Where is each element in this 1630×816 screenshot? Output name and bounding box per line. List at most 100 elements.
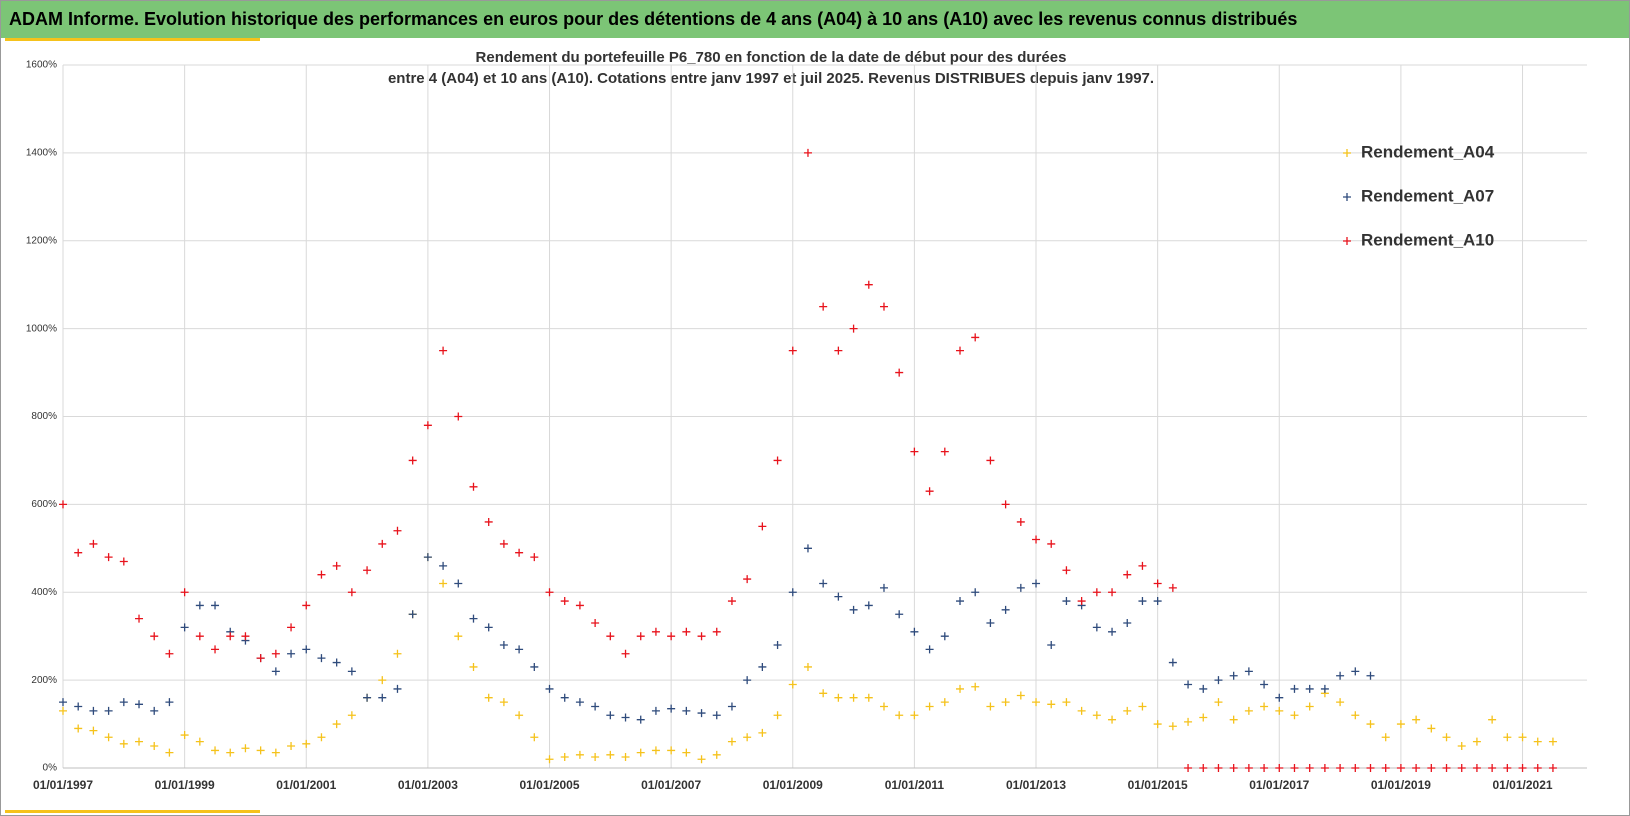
point — [1412, 764, 1421, 772]
y-tick-label: 1200% — [26, 235, 57, 246]
point — [910, 447, 919, 456]
point — [302, 645, 311, 654]
point — [636, 715, 645, 724]
point — [165, 748, 174, 757]
point — [1168, 583, 1177, 592]
point — [1123, 619, 1132, 628]
point — [1032, 579, 1041, 588]
point — [1092, 623, 1101, 632]
point — [226, 748, 235, 757]
point — [256, 654, 265, 663]
point — [1457, 764, 1466, 772]
point — [1472, 737, 1481, 746]
point — [940, 447, 949, 456]
point — [940, 632, 949, 641]
point — [211, 601, 220, 610]
point — [1260, 680, 1269, 689]
point — [1108, 715, 1117, 724]
point — [150, 632, 159, 641]
point — [515, 711, 524, 720]
point — [195, 601, 204, 610]
point — [135, 700, 144, 709]
point — [925, 487, 934, 496]
point — [1305, 684, 1314, 693]
point — [606, 711, 615, 720]
point — [104, 733, 113, 742]
point — [1244, 764, 1253, 772]
x-tick-label: 01/01/2001 — [276, 778, 336, 792]
y-tick-label: 800% — [31, 411, 57, 422]
point — [560, 597, 569, 606]
point — [1260, 764, 1269, 772]
point — [530, 662, 539, 671]
x-tick-label: 01/01/1997 — [33, 778, 93, 792]
point — [1062, 698, 1071, 707]
point — [241, 632, 250, 641]
point — [378, 693, 387, 702]
point — [1199, 713, 1208, 722]
point — [864, 693, 873, 702]
point — [363, 693, 372, 702]
point — [454, 632, 463, 641]
x-tick-label: 01/01/2021 — [1493, 778, 1553, 792]
point — [74, 702, 83, 711]
point — [1032, 698, 1041, 707]
point — [499, 640, 508, 649]
point — [195, 632, 204, 641]
point — [621, 753, 630, 762]
point — [180, 588, 189, 597]
x-tick-label: 01/01/2015 — [1128, 778, 1188, 792]
point — [1168, 722, 1177, 731]
point — [849, 693, 858, 702]
point — [712, 627, 721, 636]
point — [1047, 539, 1056, 548]
point — [1305, 764, 1314, 772]
point — [1092, 711, 1101, 720]
point — [1108, 588, 1117, 597]
accent — [5, 38, 260, 41]
point — [1472, 764, 1481, 772]
point — [515, 548, 524, 557]
point — [788, 588, 797, 597]
point — [439, 579, 448, 588]
point — [697, 755, 706, 764]
point — [1320, 684, 1329, 693]
point — [986, 456, 995, 465]
point — [347, 588, 356, 597]
point — [621, 649, 630, 658]
point — [895, 368, 904, 377]
x-tick-label: 01/01/2009 — [763, 778, 823, 792]
point — [135, 614, 144, 623]
point — [1062, 566, 1071, 575]
point — [1488, 764, 1497, 772]
point — [682, 627, 691, 636]
point — [74, 548, 83, 557]
point — [743, 733, 752, 742]
point — [1016, 583, 1025, 592]
point — [895, 711, 904, 720]
point — [59, 706, 67, 715]
point — [135, 737, 144, 746]
point — [515, 645, 524, 654]
point — [895, 610, 904, 619]
point — [773, 456, 782, 465]
x-tick-label: 01/01/2005 — [519, 778, 579, 792]
point — [667, 704, 676, 713]
point — [332, 561, 341, 570]
point — [834, 693, 843, 702]
legend-label: Rendement_A10 — [1361, 230, 1494, 249]
point — [1168, 658, 1177, 667]
point — [606, 632, 615, 641]
point — [773, 640, 782, 649]
point — [439, 561, 448, 570]
point — [1047, 640, 1056, 649]
legend-label: Rendement_A07 — [1361, 186, 1494, 205]
legend-label: Rendement_A04 — [1361, 142, 1495, 161]
point — [1275, 706, 1284, 715]
point — [1123, 706, 1132, 715]
point — [469, 614, 478, 623]
point — [971, 333, 980, 342]
point — [499, 539, 508, 548]
point — [271, 748, 280, 757]
y-tick-label: 200% — [31, 675, 57, 686]
